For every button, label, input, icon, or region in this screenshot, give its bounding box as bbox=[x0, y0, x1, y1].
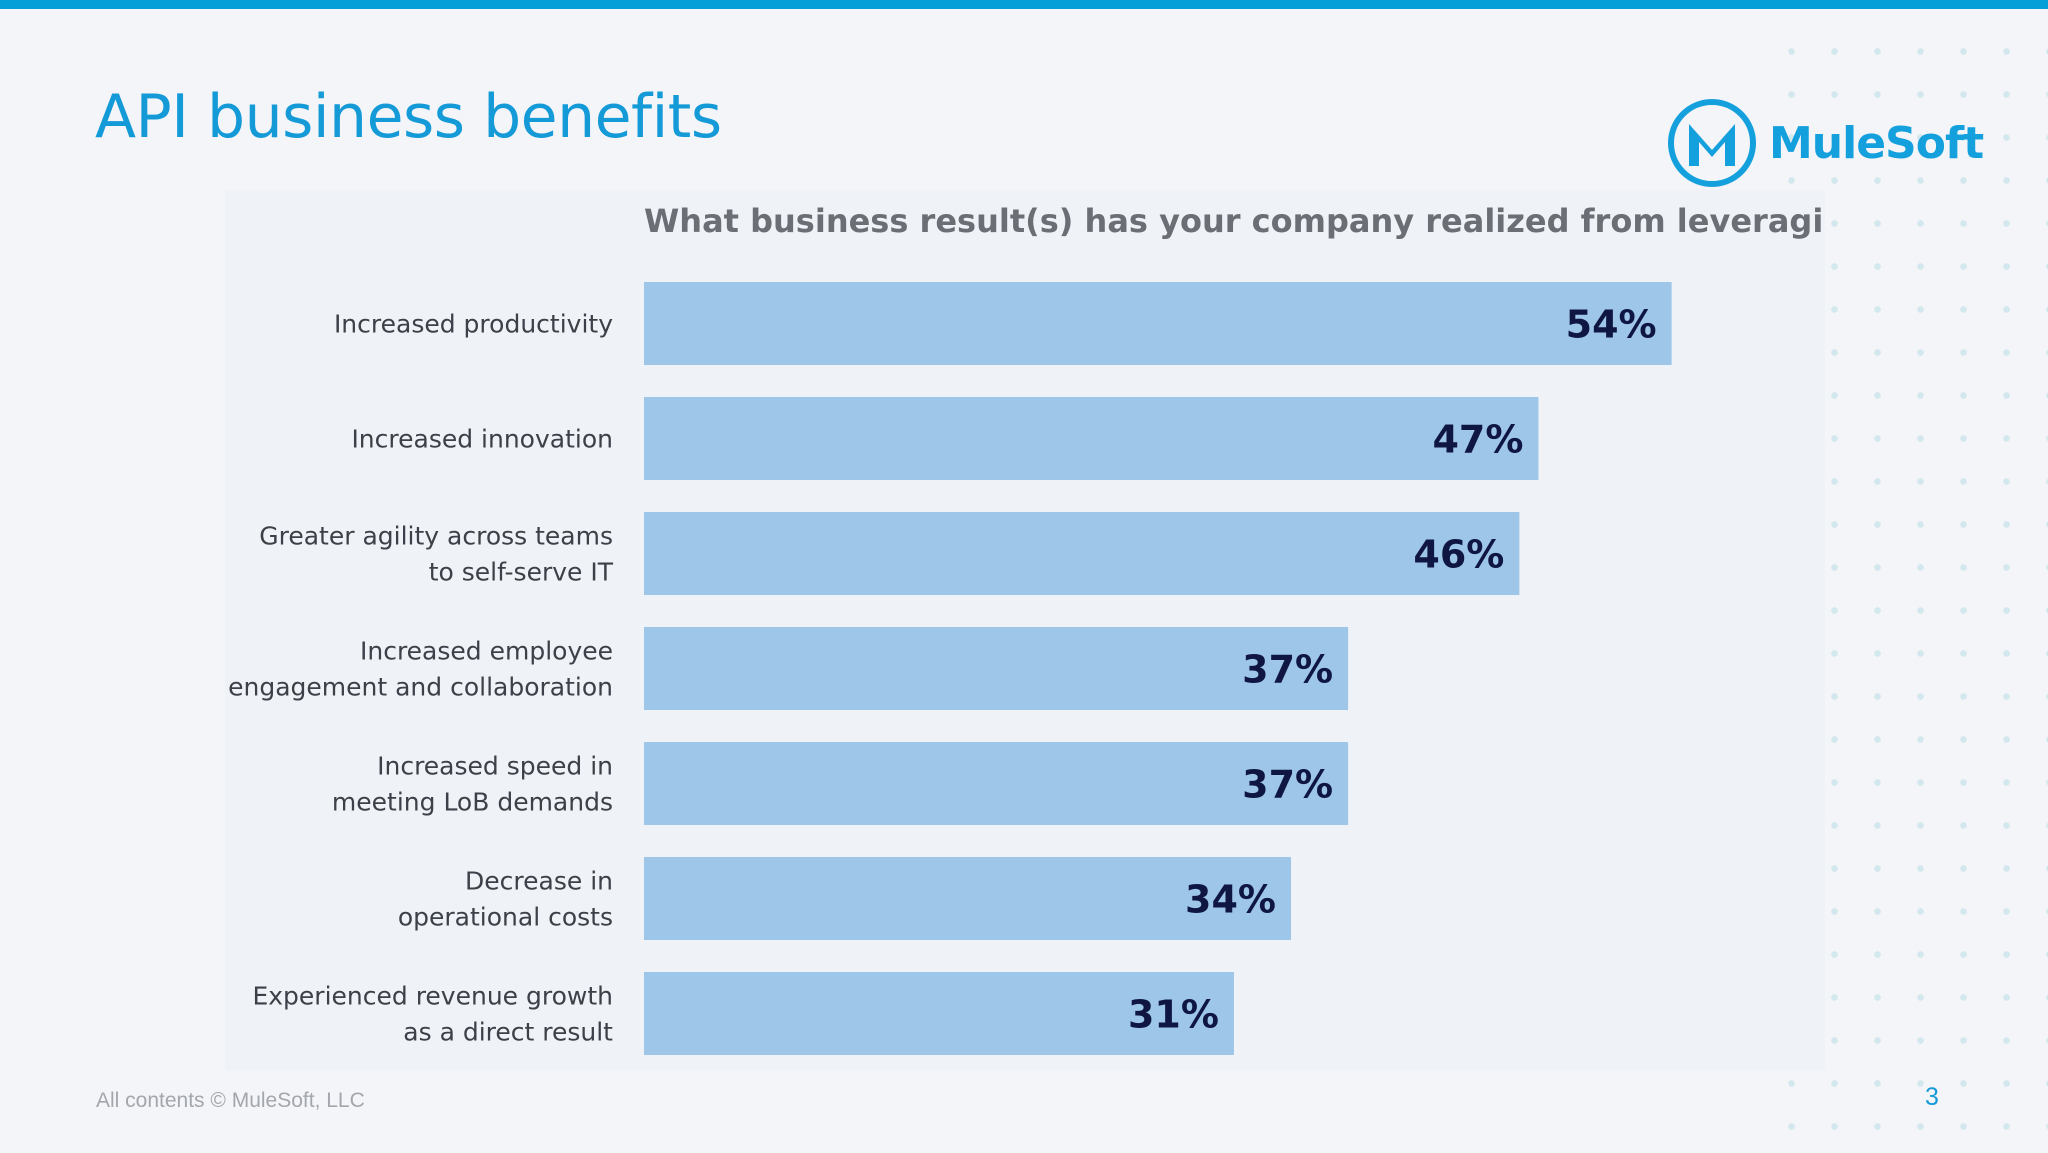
bar-value-label: 37% bbox=[1242, 648, 1333, 692]
bar-value-label: 47% bbox=[1432, 418, 1523, 462]
bar-value-label: 54% bbox=[1566, 303, 1657, 347]
bar-value-label: 37% bbox=[1242, 763, 1333, 807]
category-label: Greater agility across teams bbox=[259, 522, 613, 551]
footer-copyright: All contents © MuleSoft, LLC bbox=[96, 1089, 365, 1112]
bar-7 bbox=[644, 972, 1234, 1055]
top-accent-bar bbox=[0, 0, 2048, 9]
category-label: Decrease in bbox=[465, 867, 613, 896]
category-label: Increased speed in bbox=[377, 752, 613, 781]
bar-5 bbox=[644, 742, 1349, 825]
chart-title: What business result(s) has your company… bbox=[644, 202, 1825, 240]
category-label: to self-serve IT bbox=[429, 558, 614, 587]
bar-6 bbox=[644, 857, 1292, 940]
page-number: 3 bbox=[1925, 1083, 1939, 1111]
mulesoft-logo: MuleSoft bbox=[1667, 98, 1984, 188]
logo-wordmark: MuleSoft bbox=[1769, 117, 1984, 169]
category-label: Increased innovation bbox=[351, 425, 613, 454]
bar-chart-panel: What business result(s) has your company… bbox=[225, 190, 1825, 1070]
bar-4 bbox=[644, 627, 1349, 710]
bar-chart: What business result(s) has your company… bbox=[228, 202, 1825, 1055]
category-label: as a direct result bbox=[403, 1018, 613, 1047]
category-label: Increased productivity bbox=[334, 310, 613, 339]
bar-value-label: 34% bbox=[1185, 878, 1276, 922]
category-label: Increased employee bbox=[360, 637, 613, 666]
bar-value-label: 46% bbox=[1413, 533, 1504, 577]
bar-2 bbox=[644, 397, 1539, 480]
bar-value-label: 31% bbox=[1128, 993, 1219, 1037]
slide-title: API business benefits bbox=[95, 82, 722, 152]
category-label: operational costs bbox=[398, 903, 613, 932]
category-label: meeting LoB demands bbox=[332, 788, 613, 817]
mulesoft-logo-icon bbox=[1668, 99, 1756, 187]
bar-1 bbox=[644, 282, 1672, 365]
bar-3 bbox=[644, 512, 1520, 595]
category-label: engagement and collaboration bbox=[228, 673, 613, 702]
category-label: Experienced revenue growth bbox=[252, 982, 613, 1011]
